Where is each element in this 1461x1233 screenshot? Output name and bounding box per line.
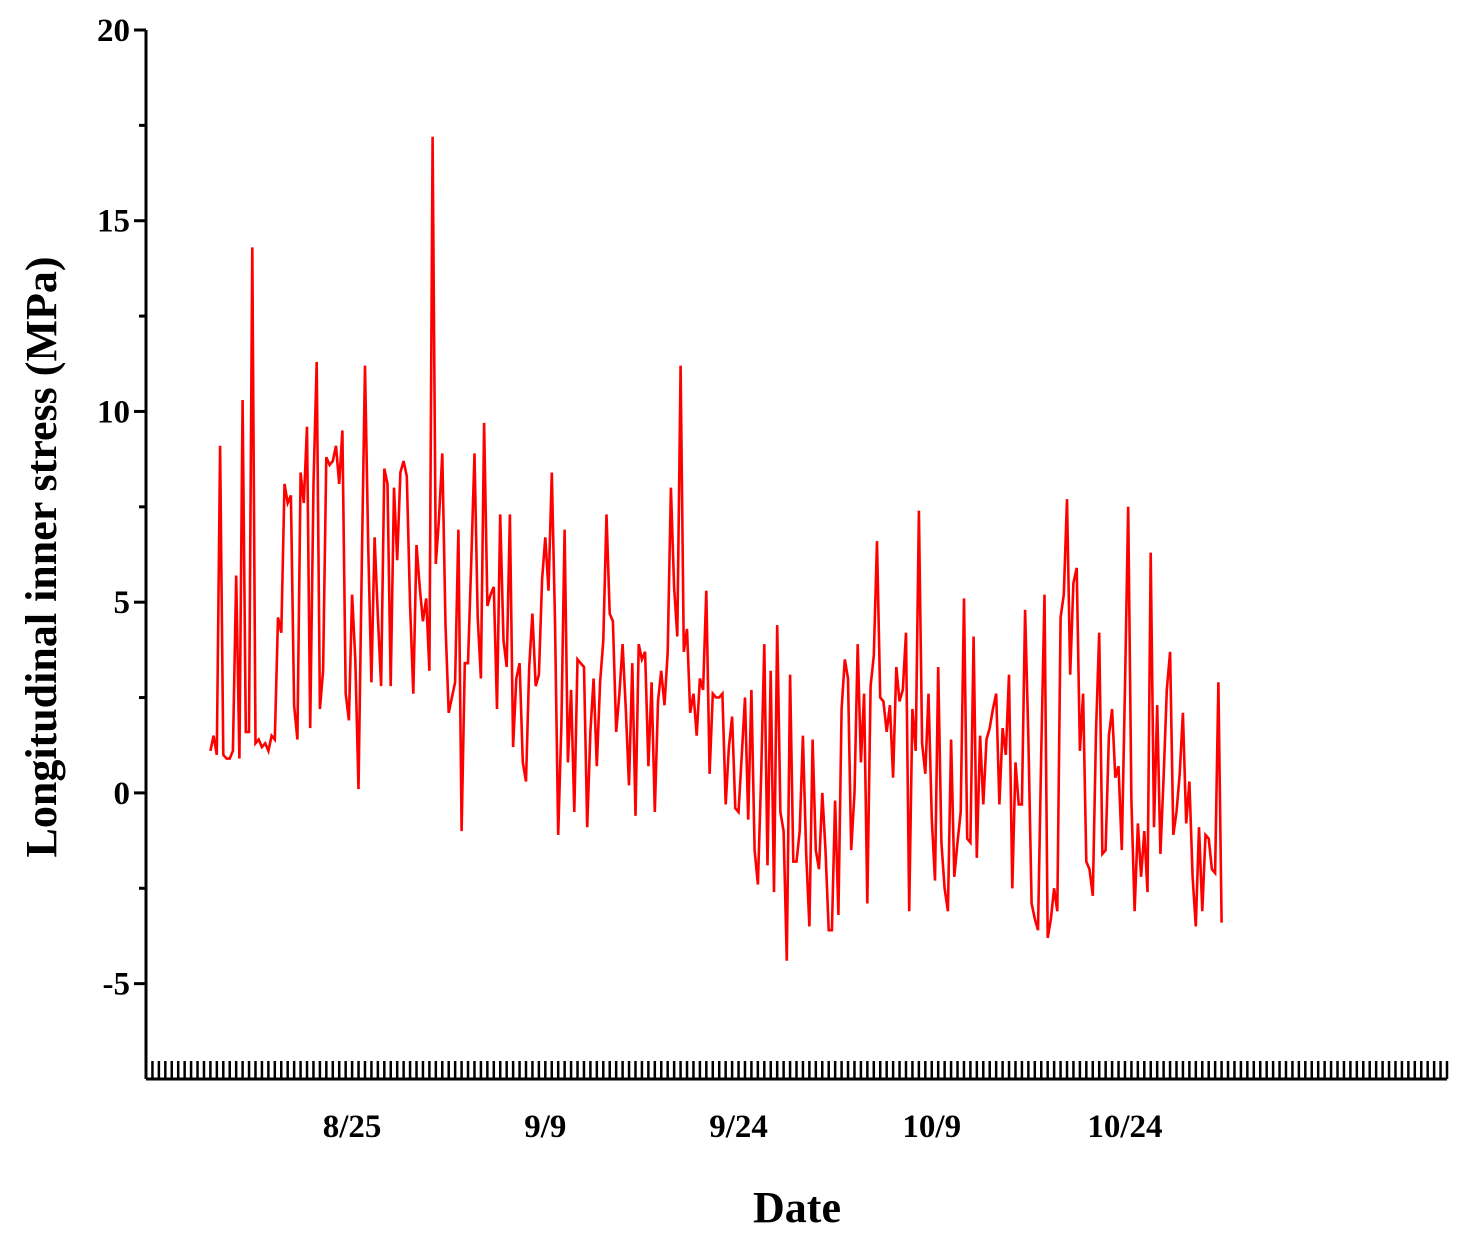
- x-tick-label: 9/24: [709, 1109, 768, 1145]
- y-axis: -5 0 5 10 15 20: [97, 13, 148, 1079]
- y-axis-title: Longitudinal inner stress (MPa): [17, 257, 66, 858]
- x-tick-label: 9/9: [524, 1109, 566, 1145]
- y-tick-label: -5: [103, 967, 131, 1003]
- x-tick-label: 10/9: [902, 1109, 961, 1145]
- y-tick-label: 5: [114, 585, 131, 621]
- y-tick-label: 20: [97, 13, 130, 49]
- series-layer: [209, 136, 1223, 961]
- series-line: [209, 136, 1223, 961]
- x-tick-label: 10/24: [1087, 1109, 1162, 1145]
- x-tick-label: 8/25: [323, 1109, 382, 1145]
- y-tick-label: 0: [114, 776, 131, 812]
- y-tick-label: 15: [97, 204, 130, 240]
- x-axis: 8/25 9/9 9/24 10/9 10/24: [144, 1061, 1449, 1145]
- y-tick-label: 10: [97, 394, 130, 430]
- x-axis-title: Date: [753, 1183, 841, 1232]
